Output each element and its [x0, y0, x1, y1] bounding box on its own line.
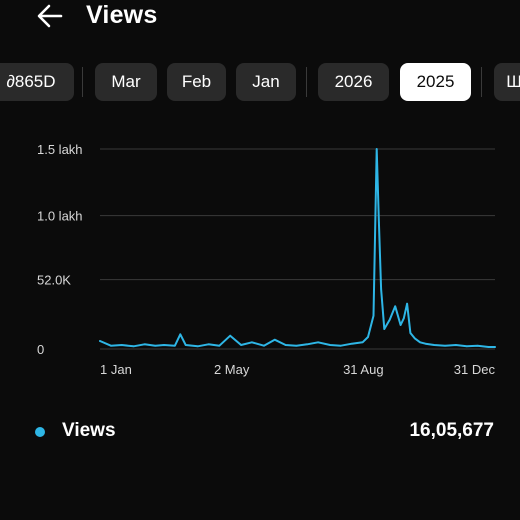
data-point	[295, 344, 298, 347]
arrow-left-icon	[37, 4, 63, 28]
legend-label: Views	[62, 420, 116, 441]
chip-divider	[481, 67, 482, 97]
data-point	[329, 344, 331, 346]
series-line-views	[99, 148, 496, 348]
period-chip-bar: ∂865D Mar Feb Jan 2026 2025 Ш	[0, 63, 520, 103]
chip-divider	[82, 67, 83, 97]
data-point	[361, 341, 364, 344]
data-point	[251, 341, 253, 344]
data-point	[476, 344, 479, 347]
x-tick-label: 31 Dec	[454, 362, 496, 377]
chip-365d[interactable]: ∂865D	[0, 63, 74, 101]
y-tick-label: 52.0K	[37, 273, 71, 288]
data-point	[383, 328, 386, 330]
chip-2025[interactable]: 2025	[400, 63, 471, 101]
data-point	[143, 343, 146, 346]
data-point	[419, 341, 421, 344]
data-point	[240, 344, 242, 346]
data-point	[99, 340, 101, 342]
data-point	[184, 344, 187, 346]
page-title: Views	[86, 1, 158, 29]
data-point	[110, 344, 112, 347]
data-point	[132, 345, 135, 348]
x-tick-label: 1 Jan	[100, 362, 132, 377]
x-tick-label: 2 May	[214, 362, 250, 377]
chip-2026[interactable]: 2026	[318, 63, 389, 101]
data-point	[394, 305, 396, 308]
data-point	[413, 337, 416, 340]
data-point	[399, 324, 402, 326]
data-point	[487, 346, 490, 348]
data-point	[174, 344, 176, 347]
header: Views	[0, 0, 520, 36]
back-button[interactable]	[36, 3, 64, 29]
chip-partial[interactable]: Ш	[494, 63, 520, 101]
y-tick-label: 1.0 lakh	[37, 209, 83, 224]
data-point	[380, 288, 382, 290]
data-point	[409, 332, 412, 334]
data-point	[273, 338, 276, 341]
data-point	[372, 314, 375, 317]
data-point	[406, 302, 408, 305]
data-point	[424, 342, 427, 345]
data-point	[375, 148, 378, 150]
data-point	[229, 334, 232, 337]
views-line-chart: 0 52.0K 1.0 lakh 1.5 lakh 1 Jan 2 May 31 Aug 31…	[37, 142, 496, 377]
chip-feb[interactable]: Feb	[167, 63, 226, 101]
chip-divider	[306, 67, 307, 97]
data-point	[494, 346, 496, 348]
y-tick-label: 1.5 lakh	[37, 142, 83, 157]
data-point	[120, 344, 123, 346]
legend-dot-views	[35, 427, 45, 437]
x-tick-label: 31 Aug	[343, 362, 384, 377]
data-point	[154, 344, 157, 347]
chip-jan[interactable]: Jan	[236, 63, 296, 101]
data-point	[263, 344, 265, 347]
y-tick-label: 0	[37, 342, 44, 357]
chip-mar[interactable]: Mar	[95, 63, 157, 101]
data-point	[317, 341, 319, 344]
data-point	[444, 344, 446, 347]
data-point	[455, 344, 457, 346]
data-point	[403, 317, 405, 320]
data-point	[340, 344, 342, 347]
data-point	[378, 221, 380, 224]
data-point	[388, 318, 391, 321]
data-point	[284, 344, 287, 346]
data-point	[367, 336, 369, 338]
data-point	[163, 344, 165, 346]
data-point	[179, 333, 182, 336]
views-total: 16,05,677	[409, 420, 494, 441]
legend: Views 16,05,677	[0, 418, 520, 448]
data-point	[196, 345, 199, 348]
data-point	[207, 343, 210, 346]
data-point	[306, 343, 309, 346]
data-point	[465, 345, 468, 348]
data-point	[218, 344, 221, 347]
data-point	[433, 344, 436, 346]
data-point	[350, 342, 353, 345]
